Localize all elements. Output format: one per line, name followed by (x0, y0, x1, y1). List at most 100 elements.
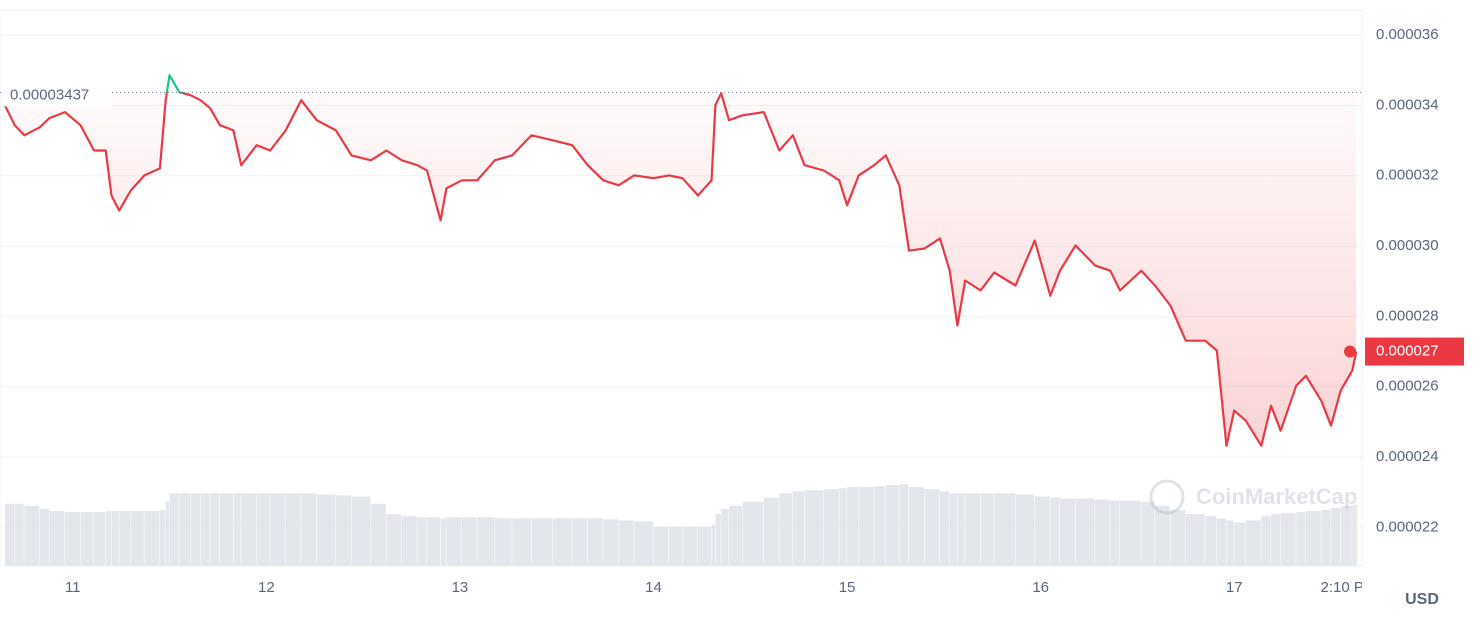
volume-bar (111, 510, 119, 566)
volume-bar (874, 486, 886, 566)
currency-label: USD (1405, 591, 1439, 608)
volume-bar (1060, 498, 1076, 566)
volume-bar (1305, 510, 1321, 566)
volume-bar (285, 493, 301, 566)
x-tick-label: 11 (65, 579, 81, 596)
volume-bar (715, 514, 721, 566)
volume-bar (1154, 505, 1170, 566)
volume-bar (94, 512, 106, 566)
x-tick-label: 15 (839, 579, 856, 596)
volume-bar (1110, 500, 1120, 566)
volume-bar (49, 510, 65, 566)
volume-bar (924, 489, 940, 566)
y-tick-label: 0.000036 (1376, 26, 1439, 43)
volume-bar (721, 508, 729, 566)
volume-bar (190, 493, 201, 566)
volume-bar (711, 524, 715, 566)
volume-bar (233, 493, 241, 566)
y-tick-label: 0.000026 (1376, 378, 1439, 395)
volume-bar (461, 517, 477, 566)
volume-bar (957, 493, 965, 566)
volume-bar (804, 490, 824, 566)
volume-bar (512, 518, 532, 566)
volume-bar (386, 514, 402, 566)
y-tick-label: 0.000022 (1376, 518, 1439, 535)
volume-bar (1034, 496, 1050, 566)
volume-bar (427, 517, 441, 566)
volume-bar (144, 510, 160, 566)
volume-bar (494, 518, 512, 566)
volume-bar (980, 493, 994, 566)
y-tick-label: 0.000034 (1376, 96, 1439, 113)
volume-bar (1170, 509, 1186, 566)
current-tag-label: 0.000027 (1376, 343, 1439, 360)
volume-bar (1015, 494, 1035, 566)
volume-bar (241, 493, 257, 566)
volume-bar (417, 517, 427, 566)
y-tick-label: 0.000028 (1376, 307, 1439, 324)
volume-bar (119, 510, 131, 566)
volume-bar (65, 512, 80, 566)
plot: 0.00003437 (0, 74, 1362, 447)
x-tick-label: 17 (1226, 579, 1243, 596)
volume-bar (39, 508, 50, 566)
axes: 0.000022 0.000024 0.000026 0.000028 0.000030… (65, 26, 1464, 596)
volume-bar (885, 485, 899, 566)
volume-bar (105, 510, 111, 566)
volume-bar (1050, 497, 1060, 566)
volume-bar (446, 517, 462, 566)
volume-bar (1226, 520, 1234, 566)
volume-bar (899, 484, 909, 566)
volume-bar (1321, 509, 1331, 566)
volume-bar (1245, 520, 1261, 566)
volume-bar (742, 501, 764, 566)
volume-bar (603, 519, 619, 566)
volume-bar (316, 494, 336, 566)
reference-label: 0.00003437 (10, 86, 89, 103)
volume-bar (200, 493, 210, 566)
current-dot (1344, 345, 1356, 358)
watermark: CoinMarketCap (1149, 479, 1357, 515)
volume-bar (552, 518, 572, 566)
volume-bar (572, 518, 588, 566)
volume-bar (256, 493, 270, 566)
y-tick-label: 0.000032 (1376, 167, 1439, 184)
volume-bar (728, 505, 743, 566)
volume-bar (994, 493, 1015, 566)
volume-bar (1120, 500, 1141, 566)
volume-bar (792, 491, 804, 566)
volume-bar (401, 516, 417, 566)
volume-bar (1356, 503, 1358, 566)
volume-bar (1075, 498, 1095, 566)
y-tick-label: 0.000030 (1376, 237, 1439, 254)
volume-bar (949, 493, 957, 566)
watermark-text: CoinMarketCap (1196, 484, 1357, 509)
volume-bar (440, 518, 446, 566)
volume-bar (1185, 514, 1205, 566)
volume-bar (909, 487, 925, 566)
volume-bar (939, 491, 950, 566)
volume-bar (823, 489, 839, 566)
volume-bar (531, 518, 553, 566)
volume-bar (179, 493, 191, 566)
volume-bar (1205, 516, 1217, 566)
volume-bar (169, 493, 179, 566)
price-line (4, 74, 1358, 447)
volume-bar (634, 521, 653, 566)
volume-bar (698, 526, 712, 566)
volume-bar (477, 517, 495, 566)
y-tick-label: 0.000024 (1376, 448, 1439, 465)
volume-bar (1352, 504, 1356, 566)
volume-bar (219, 493, 233, 566)
volume-bars (5, 484, 1358, 566)
volume-bar (210, 493, 220, 566)
volume-bar (847, 487, 859, 566)
current-tag (1365, 337, 1464, 366)
volume-bar (130, 510, 144, 566)
volume-bar (1296, 512, 1306, 566)
volume-bar (159, 509, 166, 566)
price-area (5, 92, 1357, 446)
volume-bar (1261, 516, 1271, 566)
